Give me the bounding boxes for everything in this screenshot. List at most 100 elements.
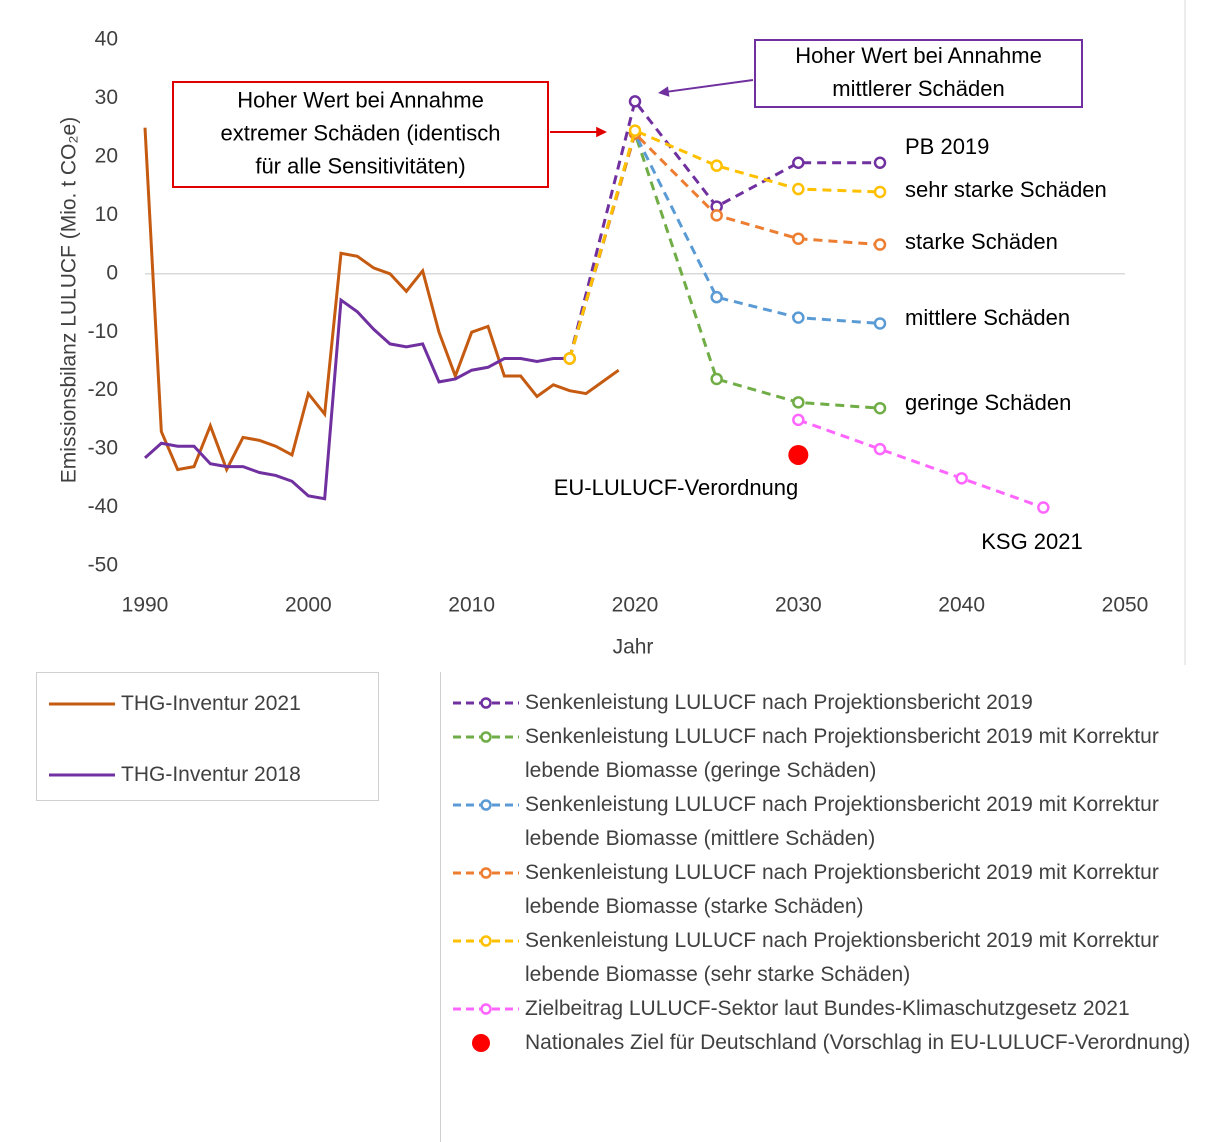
legend-text: Senkenleistung LULUCF nach Projektionsbe… bbox=[525, 861, 1159, 918]
legend-item: Senkenleistung LULUCF nach Projektionsbe… bbox=[441, 788, 1191, 856]
y-tick-label: 40 bbox=[95, 28, 118, 51]
callout-arrow bbox=[663, 79, 754, 94]
legend-item: THG-Inventur 2021 bbox=[37, 687, 378, 721]
series-label: KSG 2021 bbox=[981, 529, 1083, 554]
legend-swatch bbox=[453, 799, 519, 811]
legend-marker bbox=[480, 1003, 492, 1015]
point-marker bbox=[873, 442, 887, 456]
series-line bbox=[143, 297, 570, 501]
callout-arrowhead bbox=[596, 126, 607, 138]
legend-dot bbox=[472, 1034, 490, 1052]
callout-box bbox=[754, 39, 1083, 108]
point-marker bbox=[792, 232, 805, 245]
legend-marker bbox=[480, 935, 492, 947]
point-marker bbox=[628, 95, 642, 108]
legend-item: Senkenleistung LULUCF nach Projektionsbe… bbox=[441, 856, 1191, 924]
point-marker bbox=[710, 290, 723, 304]
x-tick-label: 1990 bbox=[122, 594, 169, 617]
point-marker bbox=[955, 472, 968, 485]
legend-text: Nationales Ziel für Deutschland (Vorschl… bbox=[525, 1031, 1191, 1054]
legend-text: THG-Inventur 2021 bbox=[121, 692, 301, 715]
legend-text: Zielbeitrag LULUCF-Sektor laut Bundes-Kl… bbox=[525, 997, 1130, 1020]
y-tick-label: -40 bbox=[88, 495, 118, 518]
legend-text: Senkenleistung LULUCF nach Projektionsbe… bbox=[525, 793, 1159, 850]
legend-left: THG-Inventur 2021 THG-Inventur 2018 bbox=[36, 672, 379, 801]
x-tick-label: 2050 bbox=[1102, 594, 1149, 617]
legend-text: THG-Inventur 2018 bbox=[121, 763, 301, 786]
legend-swatch bbox=[453, 935, 519, 947]
x-tick-label: 2010 bbox=[448, 594, 495, 617]
legend-marker bbox=[480, 867, 492, 879]
point-marker bbox=[873, 238, 887, 251]
point-marker bbox=[563, 352, 576, 365]
legend-item: Senkenleistung LULUCF nach Projektionsbe… bbox=[441, 924, 1191, 992]
series-line bbox=[143, 127, 620, 474]
point-marker bbox=[873, 401, 887, 415]
series-line bbox=[568, 128, 881, 410]
legend-item: Senkenleistung LULUCF nach Projektionsbe… bbox=[441, 686, 1191, 720]
point-marker bbox=[873, 317, 887, 330]
series-label: EU-LULUCF-Verordnung bbox=[554, 475, 799, 500]
y-tick-label: -30 bbox=[88, 437, 118, 460]
legend-swatch bbox=[49, 773, 115, 777]
series-label: starke Schäden bbox=[905, 229, 1058, 254]
point-marker bbox=[792, 413, 805, 427]
y-tick-label: -50 bbox=[88, 554, 118, 577]
legend-swatch bbox=[453, 867, 519, 879]
point-marker bbox=[628, 124, 642, 137]
point-marker bbox=[710, 159, 723, 172]
legend-marker bbox=[480, 731, 492, 743]
series-label: PB 2019 bbox=[905, 134, 989, 159]
x-tick-label: 2030 bbox=[775, 594, 822, 617]
series-label: geringe Schäden bbox=[905, 390, 1071, 415]
legend-swatch bbox=[453, 1003, 519, 1015]
y-tick-label: 20 bbox=[95, 144, 118, 167]
legend-marker bbox=[480, 697, 492, 709]
legend-text: Senkenleistung LULUCF nach Projektionsbe… bbox=[525, 691, 1033, 714]
target-dot bbox=[788, 444, 809, 465]
legend-right: Senkenleistung LULUCF nach Projektionsbe… bbox=[440, 672, 1231, 1142]
y-tick-label: 10 bbox=[95, 203, 118, 226]
point-marker bbox=[710, 372, 723, 386]
point-marker bbox=[1037, 501, 1050, 514]
y-tick-label: -20 bbox=[88, 378, 118, 401]
point-marker bbox=[792, 311, 805, 324]
callout-text: Hoher Wert bei Annahme bbox=[795, 43, 1042, 68]
point-marker bbox=[792, 156, 805, 169]
series-label: sehr starke Schäden bbox=[905, 177, 1107, 202]
legend-item: Nationales Ziel für Deutschland (Vorschl… bbox=[441, 1026, 1191, 1060]
point-marker bbox=[710, 209, 723, 222]
legend-swatch bbox=[472, 1034, 490, 1052]
x-tick-label: 2020 bbox=[612, 594, 659, 617]
series-line bbox=[568, 128, 881, 359]
legend-text: Senkenleistung LULUCF nach Projektionsbe… bbox=[525, 725, 1159, 782]
point-marker bbox=[873, 185, 887, 199]
legend-swatch bbox=[453, 731, 519, 743]
x-tick-label: 2000 bbox=[285, 594, 332, 617]
chart: Jahr Emissionsbilanz LULUCF (Mio. t CO₂e… bbox=[58, 0, 1186, 665]
point-marker bbox=[873, 156, 887, 169]
callout-text: für alle Sensitivitäten) bbox=[255, 153, 465, 178]
legend-item: Senkenleistung LULUCF nach Projektionsbe… bbox=[441, 720, 1191, 788]
x-tick-label: 2040 bbox=[938, 594, 985, 617]
callout-text: extremer Schäden (identisch bbox=[220, 120, 500, 145]
legend-marker bbox=[480, 799, 492, 811]
x-axis-label: Jahr bbox=[613, 636, 654, 659]
point-marker bbox=[792, 182, 805, 196]
legend-swatch bbox=[453, 697, 519, 709]
legend-item: THG-Inventur 2018 bbox=[37, 758, 378, 792]
callout-box bbox=[172, 81, 549, 188]
callout-arrowhead bbox=[658, 86, 670, 97]
y-axis-label: Emissionsbilanz LULUCF (Mio. t CO₂e) bbox=[58, 117, 81, 483]
y-tick-label: 0 bbox=[106, 261, 118, 284]
legend-item: Zielbeitrag LULUCF-Sektor laut Bundes-Kl… bbox=[441, 992, 1191, 1026]
series-line bbox=[797, 418, 1044, 509]
y-tick-label: 30 bbox=[95, 86, 118, 109]
point-marker bbox=[792, 396, 805, 409]
y-tick-label: -10 bbox=[88, 320, 118, 343]
legend-swatch bbox=[49, 702, 115, 706]
callout-text: mittlerer Schäden bbox=[832, 76, 1004, 101]
callout-text: Hoher Wert bei Annahme bbox=[237, 87, 484, 112]
legend-text: Senkenleistung LULUCF nach Projektionsbe… bbox=[525, 929, 1159, 986]
